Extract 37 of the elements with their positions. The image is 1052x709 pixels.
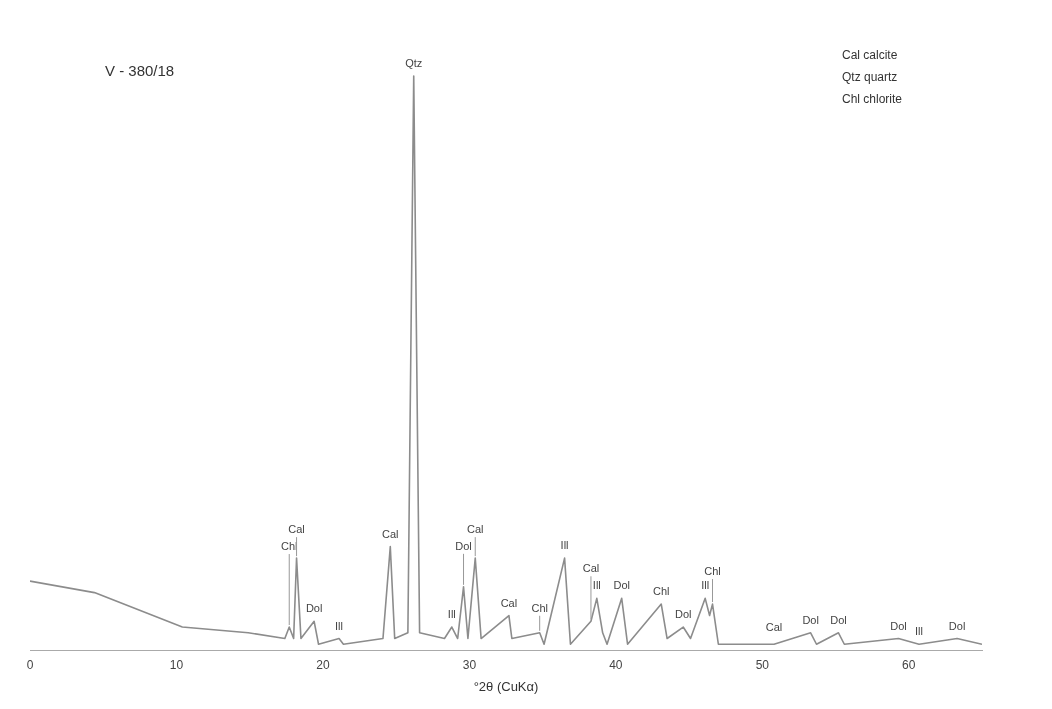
annotation: Dol [830,613,847,626]
annotation: Cal [500,596,518,609]
annotation: Dol [674,608,692,621]
annotation: Ill [335,619,344,632]
annotation: Chl [531,601,548,614]
annotation: Cal [288,523,305,536]
annotation: Ill [560,539,569,552]
annotation: Qtz quartz [842,70,898,85]
annotation: Chl [704,565,721,578]
annotation: Chl [280,540,298,553]
x-tick-label: 20 [316,657,330,672]
annotation: Dol [305,602,323,615]
annotation: Ill [592,579,601,592]
chart-title: V - 380/18 [105,62,175,80]
x-tick-label: 50 [755,657,770,672]
annotation: Chl chlorite [842,92,903,107]
x-tick-label: 10 [169,657,184,672]
annotation: Dol [890,619,907,632]
annotation: Cal [765,621,783,634]
annotation: Qtz [405,56,423,69]
annotation: Dol [455,539,472,552]
x-axis-title: °2θ (CuKα) [473,678,539,694]
annotation: Cal [466,523,484,536]
x-tick-label: 0 [26,657,34,672]
annotation: Dol [948,619,966,632]
annotation: Ill [447,608,456,621]
x-tick-label: 60 [902,657,916,672]
annotation: Cal [382,527,399,540]
annotation: Ill [915,625,923,638]
annotation: Ill [701,579,710,592]
annotation: Dol [613,579,630,592]
annotation: Dol [802,613,819,626]
x-tick-label: 40 [609,657,623,672]
annotation: Cal [582,562,600,575]
x-tick-label: 30 [462,657,477,672]
annotation: Chl [652,585,670,598]
text: Cal calcite [842,48,898,63]
